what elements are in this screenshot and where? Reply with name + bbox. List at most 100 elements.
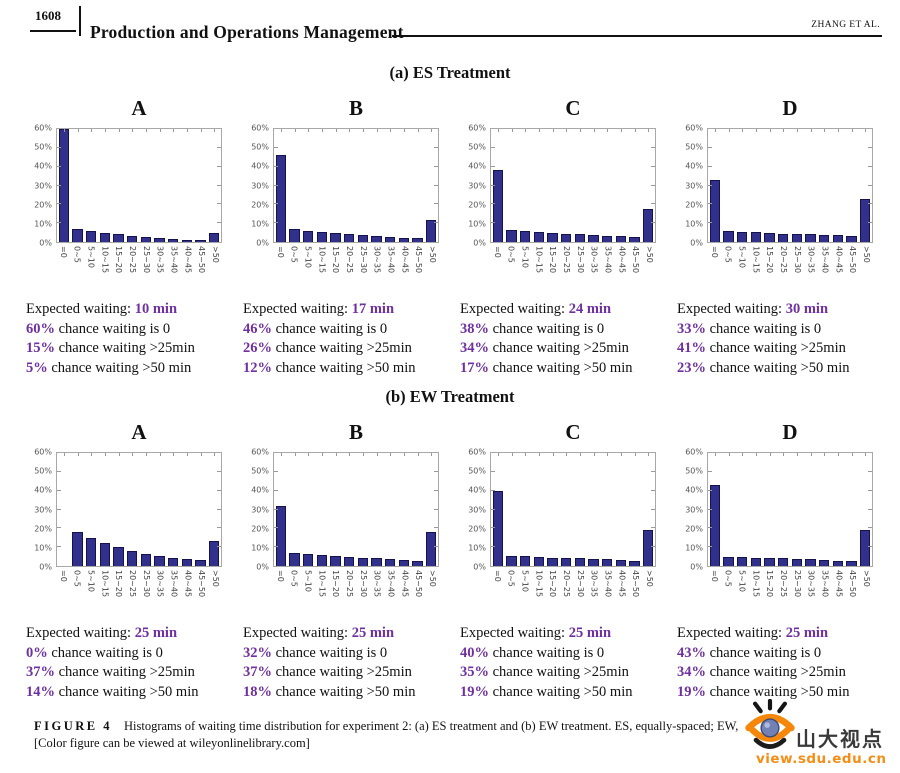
chance-over25-label: chance waiting >25min [55, 340, 195, 356]
x-tick-label: 5~10 [303, 570, 313, 592]
x-tick-label: 40~45 [617, 246, 627, 274]
chance-over25-line: 34% chance waiting >25min [460, 339, 667, 359]
bar-slot [749, 453, 763, 566]
x-tick-label: 45~50 [197, 246, 207, 274]
histogram-chart: 0% 10% 20% 30% 40% 50% 60% =0 0~5 5~10 10~15 15~20… [677, 124, 884, 289]
bar-slot [98, 453, 112, 566]
bar [127, 236, 138, 242]
bar-slot [817, 453, 831, 566]
y-tick-mark [57, 146, 61, 148]
y-tick-mark [434, 489, 438, 491]
bar-slot [383, 129, 397, 242]
chance-zero-label: chance waiting is 0 [55, 320, 171, 337]
x-axis: =0 0~5 5~10 10~15 15~20 20~25 25~30 30~35 35~40 4… [490, 243, 656, 289]
y-tick-mark [217, 527, 221, 529]
x-tick-label: >50 [428, 246, 438, 263]
bar [412, 561, 423, 566]
y-tick-label: 40% [685, 161, 703, 171]
y-tick-mark [868, 489, 872, 491]
bars-row [491, 453, 655, 566]
chart-panel: D 0% 10% 20% 30% 40% 50% 60% =0 0~5 5~10 10~15 15~… [677, 420, 884, 702]
histogram-chart: 0% 10% 20% 30% 40% 50% 60% =0 0~5 5~10 10~15 15~20… [243, 124, 450, 289]
y-tick-label: 60% [685, 447, 703, 457]
y-tick-mark [57, 489, 61, 491]
stats-block: Expected waiting: 25 min 40% chance wait… [460, 624, 667, 702]
y-tick-mark [274, 489, 278, 491]
x-tick: 25~30 [139, 243, 153, 289]
figure-number-label: FIGURE 4 [34, 719, 112, 733]
bars-row [57, 129, 221, 242]
y-tick-mark [868, 222, 872, 224]
bar [629, 561, 640, 566]
x-tick-label: 15~20 [331, 246, 341, 274]
chance-over25-line: 37% chance waiting >25min [26, 663, 233, 683]
bar [344, 556, 355, 566]
x-tick: 10~15 [531, 243, 545, 289]
x-tick: 0~5 [721, 243, 735, 289]
bar [275, 505, 287, 566]
y-tick-label: 10% [685, 219, 703, 229]
x-tick-label: 15~20 [765, 246, 775, 274]
y-tick-mark [868, 203, 872, 205]
chance-over50-line: 19% chance waiting >50 min [460, 683, 667, 703]
x-tick: 40~45 [614, 567, 628, 613]
bar [519, 230, 531, 242]
bar-slot [587, 129, 601, 242]
bar [846, 236, 857, 242]
bar [547, 557, 558, 566]
bar [492, 170, 504, 242]
x-tick: 35~40 [601, 567, 615, 613]
bar [832, 561, 844, 566]
chance-over50-value: 5% [26, 359, 48, 376]
bar-slot [180, 453, 194, 566]
chance-over25-label: chance waiting >25min [706, 340, 846, 356]
bar-slot [546, 453, 560, 566]
stats-block: Expected waiting: 24 min 38% chance wait… [460, 300, 667, 378]
y-tick-label: 10% [468, 219, 486, 229]
running-authors: ZHANG ET AL. [811, 20, 880, 30]
y-tick-label: 20% [685, 200, 703, 210]
y-tick-mark [274, 527, 278, 529]
y-axis: 0% 10% 20% 30% 40% 50% 60% [460, 124, 490, 248]
x-tick-label: 5~10 [737, 246, 747, 268]
x-tick: =0 [707, 567, 721, 613]
y-tick-mark [434, 184, 438, 186]
bar [127, 550, 138, 566]
expected-waiting-label: Expected waiting: [26, 301, 135, 317]
x-tick-label: 5~10 [520, 246, 530, 268]
histogram-chart: 0% 10% 20% 30% 40% 50% 60% =0 0~5 5~10 10~15 15~20… [26, 448, 233, 613]
x-tick: 20~25 [776, 567, 790, 613]
x-tick-label: 20~25 [345, 570, 355, 598]
bar [750, 557, 762, 566]
bar-slot [288, 129, 302, 242]
chance-zero-label: chance waiting is 0 [489, 644, 605, 661]
bar [371, 236, 382, 242]
y-tick-mark [274, 222, 278, 224]
bar [344, 233, 355, 242]
y-tick-mark [708, 222, 712, 224]
x-tick: 25~30 [573, 567, 587, 613]
y-tick-mark [217, 184, 221, 186]
plot-column: =0 0~5 5~10 10~15 15~20 20~25 25~30 30~35 35~40 4… [707, 128, 873, 289]
chance-over25-value: 41% [677, 340, 706, 356]
bar-slot [804, 453, 818, 566]
y-axis: 0% 10% 20% 30% 40% 50% 60% [243, 124, 273, 248]
x-tick-label: 10~15 [534, 246, 544, 274]
x-tick: 5~10 [735, 567, 749, 613]
y-tick-label: 0% [256, 238, 269, 248]
x-tick-label: 25~30 [575, 570, 585, 598]
x-tick-label: 0~5 [506, 246, 516, 263]
y-axis: 0% 10% 20% 30% 40% 50% 60% [243, 448, 273, 572]
chance-zero-line: 60% chance waiting is 0 [26, 320, 233, 340]
x-tick-label: 5~10 [86, 246, 96, 268]
y-axis: 0% 10% 20% 30% 40% 50% 60% [677, 124, 707, 248]
y-tick-mark [708, 203, 712, 205]
plot-column: =0 0~5 5~10 10~15 15~20 20~25 25~30 30~35 35~40 4… [273, 128, 439, 289]
x-tick-label: >50 [862, 570, 872, 587]
bar-slot [125, 129, 139, 242]
bar [357, 557, 369, 566]
x-tick: 45~50 [845, 243, 859, 289]
chance-over25-value: 34% [677, 664, 706, 680]
bar [275, 155, 287, 242]
bar [819, 235, 830, 242]
